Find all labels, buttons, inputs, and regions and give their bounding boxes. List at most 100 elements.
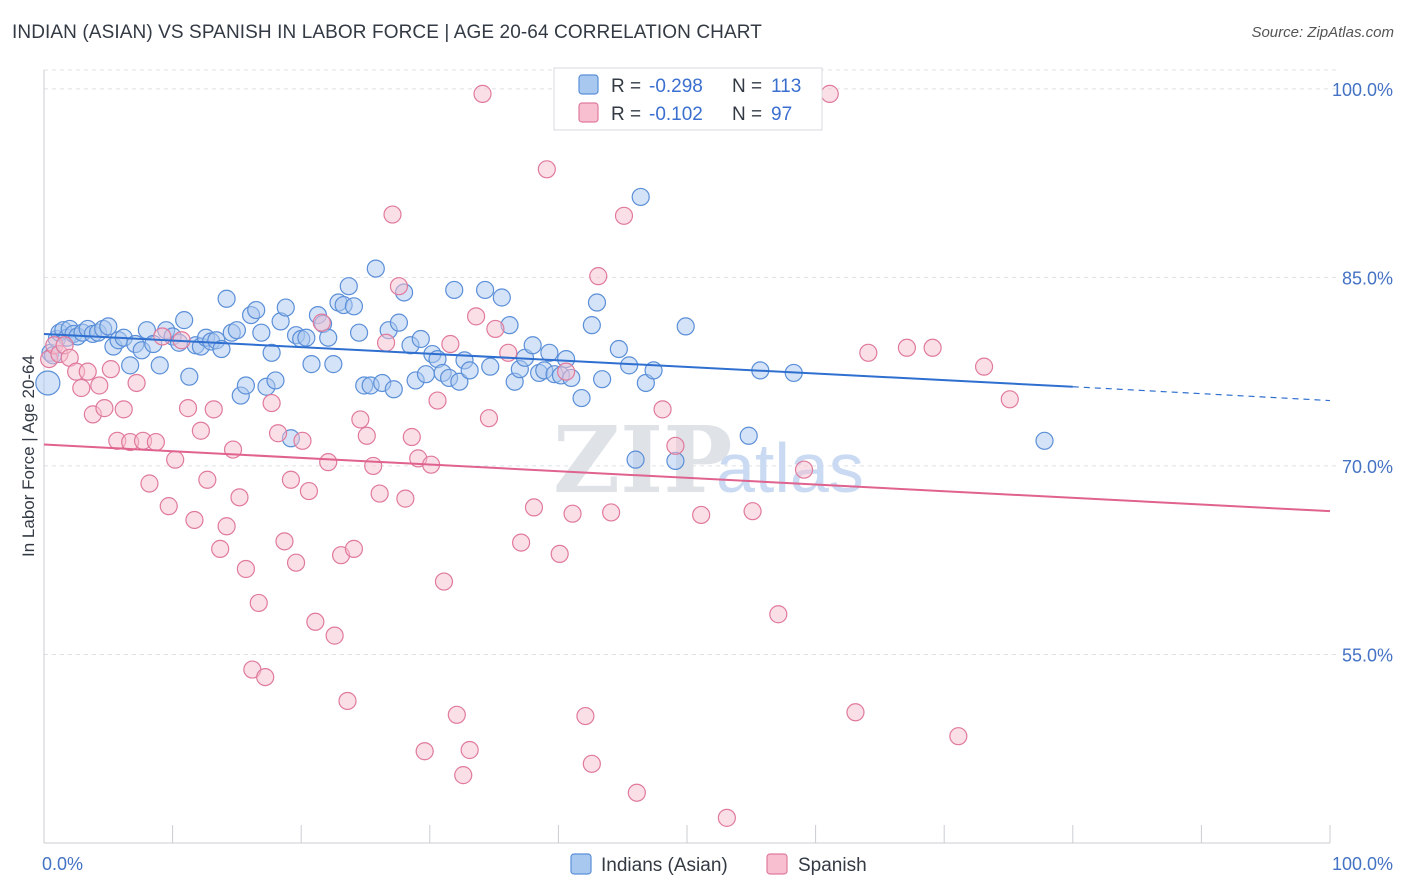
spanish-point-56 xyxy=(389,277,409,296)
indians-point-98 xyxy=(572,388,591,408)
spanish-point-10 xyxy=(95,399,114,418)
spanish-point-96 xyxy=(923,338,942,357)
spanish-point-6 xyxy=(72,378,91,398)
spanish-point-45 xyxy=(319,453,338,472)
series-legend-label-indians: Indians (Asian) xyxy=(601,855,728,876)
indians-point-100 xyxy=(587,293,607,312)
legend-r-label-1: R = xyxy=(611,104,641,125)
spanish-point-97 xyxy=(949,727,968,746)
spanish-point-55 xyxy=(383,205,402,224)
indians-point-99 xyxy=(582,316,601,335)
y-tick-label-1: 70.0% xyxy=(1342,457,1393,477)
spanish-point-53 xyxy=(370,484,389,503)
spanish-point-92 xyxy=(820,84,839,103)
indians-point-110 xyxy=(739,426,758,445)
spanish-point-71 xyxy=(486,319,505,339)
indians-point-84 xyxy=(481,357,500,376)
indians-point-15 xyxy=(99,317,118,336)
spanish-point-11 xyxy=(101,360,120,379)
spanish-point-91 xyxy=(794,460,814,479)
spanish-point-38 xyxy=(275,532,294,551)
spanish-point-48 xyxy=(338,691,357,711)
indians-point-43 xyxy=(252,323,271,342)
spanish-point-62 xyxy=(428,391,447,410)
spanish-point-60 xyxy=(415,742,434,761)
indians-point-24 xyxy=(150,356,169,375)
spanish-point-78 xyxy=(563,504,582,523)
spanish-point-94 xyxy=(859,343,878,362)
x-tick-label-1: 100.0% xyxy=(1332,854,1393,874)
series-spanish-points xyxy=(40,84,1019,827)
series-legend-swatch-blue xyxy=(570,853,592,875)
spanish-point-23 xyxy=(178,399,198,418)
legend-n-value-1: 97 xyxy=(771,104,792,125)
indians-point-104 xyxy=(626,450,645,469)
indians-point-74 xyxy=(416,365,436,384)
spanish-point-63 xyxy=(434,572,454,591)
y-axis-title: In Labor Force | Age 20-64 xyxy=(19,355,38,557)
spanish-point-66 xyxy=(454,766,473,785)
spanish-point-9 xyxy=(90,376,109,395)
spanish-point-29 xyxy=(217,517,236,536)
spanish-point-89 xyxy=(743,502,762,521)
legend-n-value-0: 113 xyxy=(771,76,801,97)
indians-point-61 xyxy=(344,297,364,316)
indians-point-80 xyxy=(450,372,469,391)
spanish-point-17 xyxy=(140,474,159,493)
spanish-point-18 xyxy=(146,432,165,452)
indians-point-79 xyxy=(445,280,464,300)
spanish-point-83 xyxy=(614,206,634,225)
indians-point-35 xyxy=(212,339,231,359)
indians-point-108 xyxy=(666,451,685,470)
spanish-point-69 xyxy=(473,84,492,103)
legend-r-label-0: R = xyxy=(611,76,641,97)
legend-swatch-blue xyxy=(578,74,599,95)
spanish-point-57 xyxy=(396,489,415,508)
indians-point-105 xyxy=(631,187,650,207)
spanish-point-42 xyxy=(299,481,319,501)
indians-point-29 xyxy=(180,367,199,386)
indians-point-52 xyxy=(297,328,316,347)
indians-point-62 xyxy=(349,323,369,342)
spanish-point-32 xyxy=(236,559,256,579)
x-tick-label-0: 0.0% xyxy=(42,854,83,874)
spanish-point-86 xyxy=(666,436,685,455)
spanish-point-50 xyxy=(351,410,370,429)
spanish-point-73 xyxy=(512,533,531,552)
indians-point-19 xyxy=(121,356,140,375)
legend-box xyxy=(553,67,823,131)
spanish-point-35 xyxy=(256,667,275,687)
axes xyxy=(43,70,1331,844)
indians-point-85 xyxy=(492,288,511,307)
spanish-point-24 xyxy=(185,510,204,530)
spanish-point-20 xyxy=(159,497,178,516)
spanish-point-34 xyxy=(249,593,268,613)
spanish-point-43 xyxy=(306,612,325,631)
spanish-point-95 xyxy=(897,338,917,357)
indians-point-65 xyxy=(366,259,385,278)
spanish-point-7 xyxy=(78,362,97,381)
indians-point-38 xyxy=(227,321,246,340)
spanish-point-87 xyxy=(692,505,711,525)
spanish-point-31 xyxy=(230,488,249,507)
spanish-point-82 xyxy=(602,503,621,522)
indians-trend-line xyxy=(43,332,1073,388)
stats-legend: R = -0.298 N = 113 R = -0.102 N = 97 xyxy=(553,67,823,131)
watermark: ZIP atlas xyxy=(553,406,864,514)
spanish-point-67 xyxy=(460,740,479,760)
legend-r-value-1: -0.102 xyxy=(649,104,703,125)
spanish-point-76 xyxy=(550,544,569,564)
indians-point-48 xyxy=(276,298,295,317)
indians-point-36 xyxy=(217,289,236,308)
indians-point-93 xyxy=(540,343,559,362)
legend-swatch-pink xyxy=(578,102,599,123)
spanish-point-13 xyxy=(114,400,133,419)
legend-n-label-0: N = xyxy=(732,76,762,97)
spanish-point-37 xyxy=(268,424,288,443)
indians-point-40 xyxy=(236,376,256,395)
y-tick-label-3: 100.0% xyxy=(1332,80,1393,100)
spanish-point-49 xyxy=(344,539,364,558)
spanish-point-74 xyxy=(524,498,544,517)
spanish-point-51 xyxy=(357,426,376,445)
